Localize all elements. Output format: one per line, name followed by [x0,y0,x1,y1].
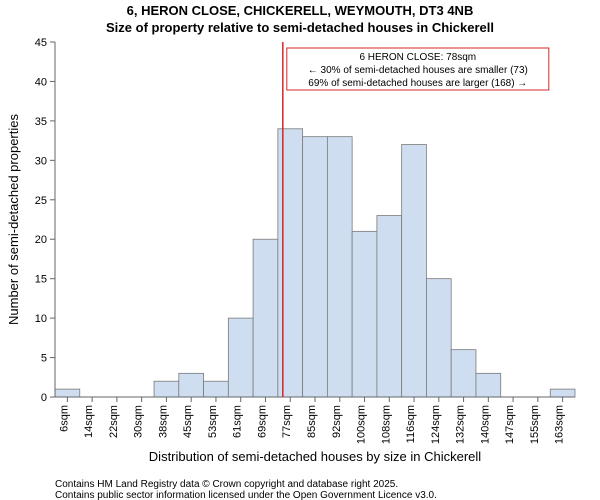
y-axis-label: Number of semi-detached properties [6,114,21,325]
histogram-bar [426,279,451,397]
histogram-bar [55,389,80,397]
xtick-label: 6sqm [58,405,70,432]
histogram-bar [204,381,229,397]
xtick-label: 30sqm [133,405,145,438]
footnote-1: Contains HM Land Registry data © Crown c… [55,479,398,490]
xtick-label: 14sqm [83,405,95,438]
ytick-label: 25 [35,195,47,207]
histogram-bar [550,389,575,397]
ytick-label: 0 [41,392,47,404]
histogram-bar [154,381,179,397]
xtick-label: 147sqm [504,405,516,444]
ytick-label: 45 [35,37,47,49]
xtick-label: 85sqm [306,405,318,438]
ytick-label: 20 [35,234,47,246]
ytick-label: 30 [35,155,47,167]
footnote-2: Contains public sector information licen… [55,490,437,500]
xtick-label: 132sqm [455,405,467,444]
chart-svg: 6, HERON CLOSE, CHICKERELL, WEYMOUTH, DT… [0,0,600,500]
ytick-label: 15 [35,274,47,286]
xtick-label: 69sqm [256,405,268,438]
ytick-label: 5 [41,353,47,365]
annotation-text-2: ← 30% of semi-detached houses are smalle… [308,65,528,76]
annotation-text-3: 69% of semi-detached houses are larger (… [308,78,527,89]
xtick-label: 163sqm [554,405,566,444]
histogram-bar [451,350,476,397]
xtick-label: 22sqm [108,405,120,438]
histogram-bar [476,373,501,397]
xtick-label: 155sqm [529,405,541,444]
annotation-text-1: 6 HERON CLOSE: 78sqm [359,52,476,63]
histogram-bar [327,137,352,397]
xtick-label: 140sqm [479,405,491,444]
xtick-label: 100sqm [356,405,368,444]
xtick-label: 92sqm [331,405,343,438]
histogram-bar [303,137,328,397]
ytick-label: 35 [35,116,47,128]
xtick-label: 38sqm [157,405,169,438]
xtick-label: 77sqm [281,405,293,438]
xtick-label: 124sqm [430,405,442,444]
histogram-bar [278,129,303,397]
ytick-label: 40 [35,76,47,88]
histogram-bar [253,239,278,397]
ytick-label: 10 [35,313,47,325]
xtick-label: 45sqm [182,405,194,438]
histogram-bar [228,318,253,397]
chart-title-2: Size of property relative to semi-detach… [106,20,494,35]
histogram-bar [179,373,204,397]
histogram-bar [377,216,402,397]
xtick-label: 116sqm [405,405,417,443]
xtick-label: 61sqm [232,405,244,438]
xtick-label: 53sqm [207,405,219,438]
xtick-label: 108sqm [380,405,392,444]
histogram-bar [402,145,427,397]
chart-title-1: 6, HERON CLOSE, CHICKERELL, WEYMOUTH, DT… [127,3,474,18]
x-axis-label: Distribution of semi-detached houses by … [149,449,481,464]
property-size-chart: 6, HERON CLOSE, CHICKERELL, WEYMOUTH, DT… [0,0,600,500]
histogram-bar [352,231,377,397]
